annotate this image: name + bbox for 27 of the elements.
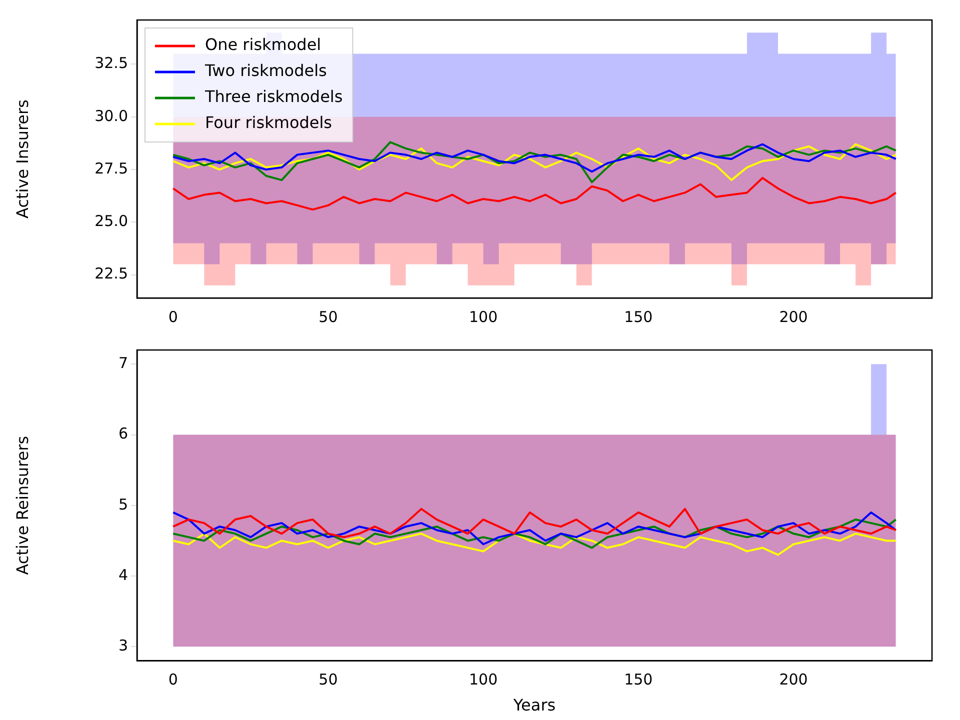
legend-label: Two riskmodels [204,61,327,80]
y-tick-label: 32.5 [94,54,128,72]
legend-label: Four riskmodels [205,113,332,132]
y-tick-label: 25.0 [94,212,128,230]
x-tick-label: 200 [779,308,808,326]
y-tick-label: 5 [118,495,128,514]
legend-label: One riskmodel [205,35,322,54]
x-tick-label: 50 [318,308,338,326]
y-tick-label: 7 [118,354,128,372]
y-tick-label: 6 [118,424,128,443]
x-tick-label: 0 [168,308,178,326]
x-tick-label: 150 [624,670,653,689]
x-tick-label: 0 [168,670,178,689]
y-tick-label: 22.5 [94,264,128,283]
y-axis-title: Active Reinsurers [12,436,32,575]
y-tick-label: 4 [118,566,128,584]
x-axis-title: Years [512,696,556,715]
x-tick-label: 200 [779,670,808,689]
y-tick-label: 30.0 [94,106,128,125]
x-tick-label: 50 [318,670,338,689]
y-axis-title: Active Insurers [12,100,32,218]
y-tick-label: 27.5 [94,159,128,178]
x-tick-label: 100 [469,308,498,326]
y-tick-label: 3 [118,636,128,655]
legend-label: Three riskmodels [204,87,343,106]
x-tick-label: 100 [469,670,498,689]
x-tick-label: 150 [624,308,653,326]
